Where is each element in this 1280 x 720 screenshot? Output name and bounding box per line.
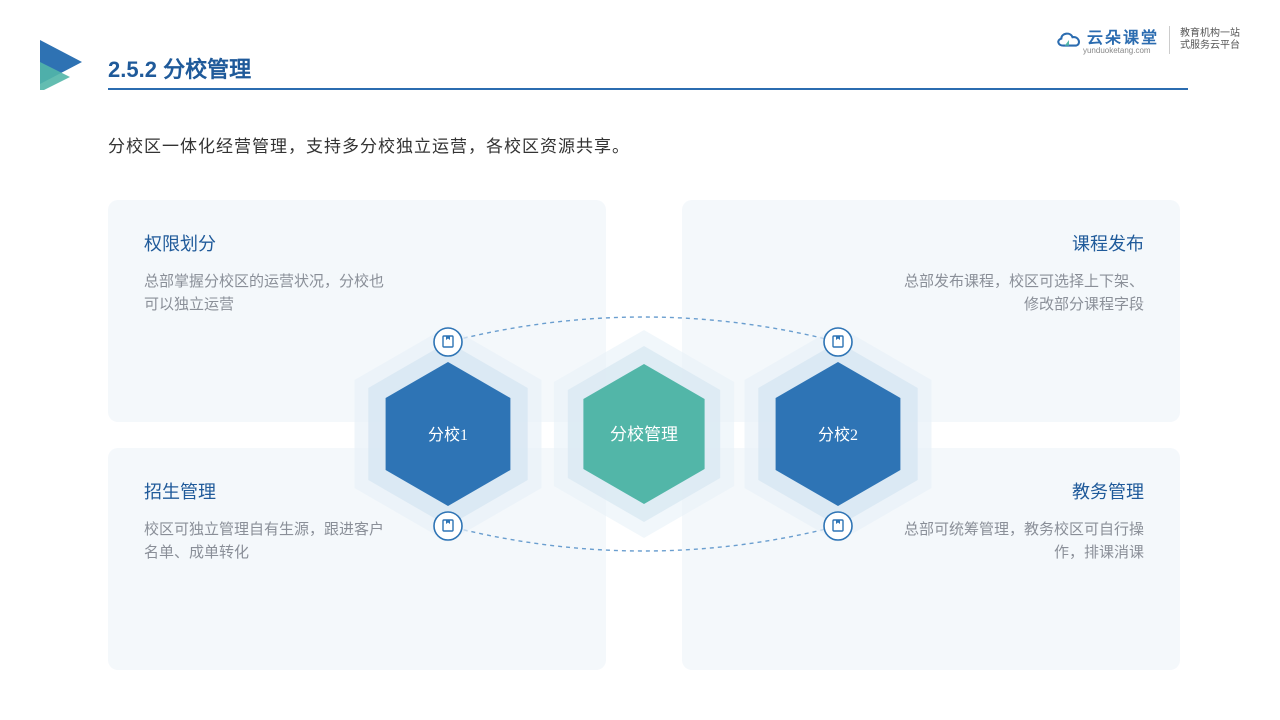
cloud-icon bbox=[1055, 30, 1083, 50]
panel-title: 教务管理 bbox=[718, 478, 1144, 504]
panel-desc: 校区可独立管理自有生源，跟进客户名单、成单转化 bbox=[144, 518, 388, 565]
panel-desc: 总部可统筹管理，教务校区可自行操作，排课消课 bbox=[900, 518, 1144, 565]
logo-text: 云朵课堂 bbox=[1087, 24, 1159, 48]
diagram-area: 权限划分 总部掌握分校区的运营状况，分校也可以独立运营 课程发布 总部发布课程，… bbox=[108, 200, 1180, 670]
logo-divider bbox=[1169, 26, 1170, 54]
title-underline bbox=[108, 88, 1188, 90]
panel-permissions: 权限划分 总部掌握分校区的运营状况，分校也可以独立运营 bbox=[108, 200, 606, 422]
section-number: 2.5.2 bbox=[108, 57, 157, 82]
svg-text:分校1: 分校1 bbox=[428, 426, 468, 444]
panel-enrollment: 招生管理 校区可独立管理自有生源，跟进客户名单、成单转化 bbox=[108, 448, 606, 670]
panel-desc: 总部掌握分校区的运营状况，分校也可以独立运营 bbox=[144, 270, 388, 317]
header-triangle-icon bbox=[40, 40, 90, 95]
intro-text: 分校区一体化经营管理，支持多分校独立运营，各校区资源共享。 bbox=[108, 132, 630, 157]
page-title: 2.5.2 分校管理 bbox=[108, 52, 251, 84]
svg-text:分校管理: 分校管理 bbox=[610, 425, 678, 444]
logo-tagline: 教育机构一站 式服务云平台 bbox=[1180, 28, 1240, 52]
section-title: 分校管理 bbox=[163, 57, 251, 82]
svg-text:分校2: 分校2 bbox=[818, 426, 858, 444]
panel-title: 招生管理 bbox=[144, 478, 570, 504]
panel-title: 权限划分 bbox=[144, 230, 570, 256]
panel-desc: 总部发布课程，校区可选择上下架、修改部分课程字段 bbox=[900, 270, 1144, 317]
panel-academic-affairs: 教务管理 总部可统筹管理，教务校区可自行操作，排课消课 bbox=[682, 448, 1180, 670]
brand-logo: 云朵课堂 yunduoketang.com 教育机构一站 式服务云平台 bbox=[1055, 24, 1240, 55]
panel-title: 课程发布 bbox=[718, 230, 1144, 256]
panel-course-publish: 课程发布 总部发布课程，校区可选择上下架、修改部分课程字段 bbox=[682, 200, 1180, 422]
logo-domain: yunduoketang.com bbox=[1083, 46, 1159, 55]
